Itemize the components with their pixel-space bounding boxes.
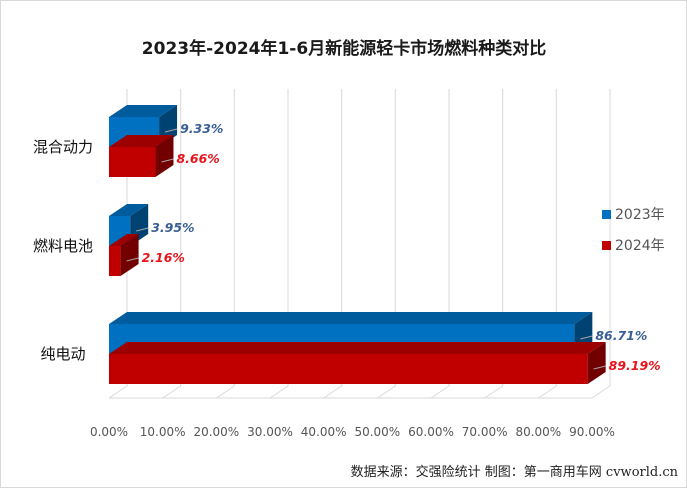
legend-label: 2024年 bbox=[615, 238, 665, 254]
x-tick-label: 20.00% bbox=[193, 425, 239, 439]
floor-gridline bbox=[430, 385, 450, 399]
floor-gridline bbox=[108, 385, 128, 399]
x-tick-label: 40.00% bbox=[301, 425, 347, 439]
x-tick-label: 50.00% bbox=[354, 425, 400, 439]
x-tick-label: 0.00% bbox=[90, 425, 128, 439]
tick-layer: 0.00% 10.00% 20.00% 30.00% 40.00% 50.00% 60.00… bbox=[90, 425, 615, 439]
bar-top-face bbox=[109, 204, 149, 216]
data-label: 9.33% bbox=[180, 121, 223, 136]
floor-gridline bbox=[377, 385, 396, 399]
label-leader bbox=[164, 128, 178, 133]
floor-gridline bbox=[162, 385, 181, 399]
bar bbox=[109, 354, 588, 384]
data-label: 89.19% bbox=[609, 358, 661, 373]
category-label: 混合动力 bbox=[33, 138, 93, 156]
source-note: 数据来源：交强险统计 制图：第一商用车网 cvworld.cn bbox=[351, 464, 679, 480]
floor-gridline bbox=[216, 385, 235, 399]
label-leader bbox=[126, 257, 139, 262]
label-leader bbox=[580, 335, 593, 340]
bar bbox=[109, 246, 121, 276]
x-tick-label: 60.00% bbox=[408, 425, 454, 439]
bar-top-face bbox=[109, 105, 178, 117]
legend-swatch bbox=[602, 210, 611, 219]
floor-gridline bbox=[269, 385, 289, 399]
floor-gridline bbox=[323, 385, 342, 399]
data-label: 8.66% bbox=[176, 151, 219, 166]
bar-side-face bbox=[587, 342, 606, 384]
bar-top-face bbox=[109, 234, 139, 246]
bar-top-face bbox=[109, 312, 593, 324]
label-leader bbox=[593, 365, 606, 370]
bar-top-face bbox=[109, 342, 606, 354]
x-tick-label: 30.00% bbox=[247, 425, 293, 439]
chart-title: 2023年-2024年1-6月新能源轻卡市场燃料种类对比 bbox=[142, 38, 546, 59]
bar bbox=[109, 147, 156, 177]
category-label: 燃料电池 bbox=[33, 237, 93, 255]
bar-side-face bbox=[120, 234, 139, 276]
legend-swatch bbox=[602, 241, 611, 250]
bar-layer: 9.33% 8.66% 3.95% 2.16% 86.71% 89.19% bbox=[109, 105, 661, 384]
x-tick-label: 90.00% bbox=[569, 425, 615, 439]
label-leader bbox=[161, 158, 174, 163]
floor-gridline bbox=[538, 385, 557, 399]
floor-gridline bbox=[591, 385, 611, 399]
x-tick-label: 70.00% bbox=[462, 425, 508, 439]
data-label: 3.95% bbox=[151, 220, 194, 235]
x-tick-label: 80.00% bbox=[515, 425, 561, 439]
bar-top-face bbox=[109, 135, 174, 147]
data-label: 2.16% bbox=[142, 250, 185, 265]
legend-label: 2023年 bbox=[615, 207, 665, 223]
category-label: 纯电动 bbox=[40, 345, 85, 363]
x-tick-label: 10.00% bbox=[140, 425, 186, 439]
label-leader bbox=[136, 227, 149, 232]
data-label: 86.71% bbox=[595, 328, 647, 343]
floor-gridline bbox=[484, 385, 503, 399]
legend: 2023年 2024年 bbox=[602, 207, 665, 254]
bar-side-face bbox=[155, 135, 174, 177]
